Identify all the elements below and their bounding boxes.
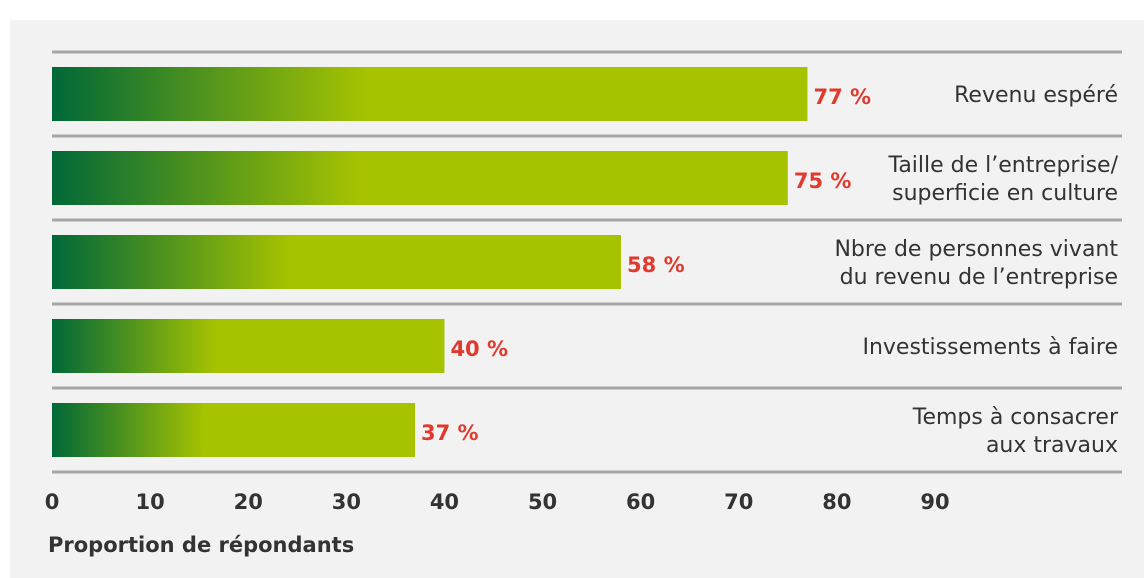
bar: [52, 403, 416, 457]
category-label: Investissements à faire: [862, 335, 1118, 360]
category-label: Taille de l’entreprise/superficie en cul…: [888, 153, 1119, 206]
category-line: du revenu de l’entreprise: [840, 265, 1118, 290]
x-tick-label: 30: [332, 490, 361, 514]
x-tick-label: 90: [920, 490, 949, 514]
category-line: superficie en culture: [892, 181, 1118, 206]
category-line: Taille de l’entreprise/: [888, 153, 1119, 178]
x-tick-label: 20: [234, 490, 263, 514]
x-tick-label: 0: [45, 490, 60, 514]
bar: [52, 67, 808, 121]
x-axis-label: Proportion de répondants: [48, 533, 354, 557]
bar: [52, 151, 788, 205]
bar: [52, 235, 622, 289]
category-label: Revenu espéré: [954, 83, 1118, 108]
value-label: 58 %: [627, 253, 685, 277]
category-line: Nbre de personnes vivant: [834, 237, 1118, 262]
x-tick-label: 80: [822, 490, 851, 514]
value-label: 75 %: [794, 169, 852, 193]
bar: [52, 319, 445, 373]
category-line: Investissements à faire: [862, 335, 1118, 360]
x-tick-label: 50: [528, 490, 557, 514]
x-tick-label: 70: [724, 490, 753, 514]
category-line: Temps à consacrer: [912, 405, 1119, 430]
x-tick-label: 10: [135, 490, 164, 514]
value-label: 40 %: [450, 337, 508, 361]
value-label: 77 %: [813, 85, 871, 109]
category-line: Revenu espéré: [954, 83, 1118, 108]
category-label: Temps à consacrer aux travaux: [912, 405, 1119, 458]
category-line: aux travaux: [986, 433, 1118, 458]
category-label: Nbre de personnes vivant du revenu de l’e…: [834, 237, 1118, 290]
x-tick-label: 60: [626, 490, 655, 514]
value-label: 37 %: [421, 421, 479, 445]
x-tick-label: 40: [430, 490, 459, 514]
